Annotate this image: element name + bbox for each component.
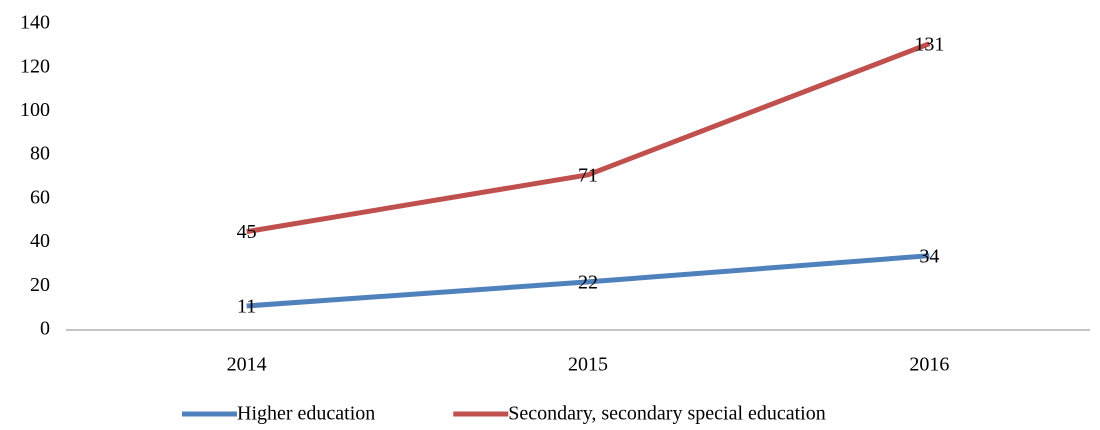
- data-label: 34: [919, 245, 939, 267]
- series-line: [246, 253, 930, 309]
- data-label: 45: [237, 221, 257, 243]
- x-tick-label: 2014: [227, 354, 267, 376]
- legend-label: Secondary, secondary special education: [508, 403, 825, 425]
- y-tick-label: 0: [40, 318, 50, 340]
- data-label: 131: [914, 33, 944, 55]
- y-tick-label: 120: [20, 55, 50, 77]
- y-tick-label: 20: [30, 274, 50, 296]
- x-tick-label: 2016: [909, 354, 949, 376]
- y-tick-label: 100: [20, 99, 50, 121]
- y-tick-label: 40: [30, 230, 50, 252]
- y-tick-label: 60: [30, 186, 50, 208]
- data-label: 11: [237, 296, 256, 318]
- data-label: 71: [578, 164, 598, 186]
- legend-label: Higher education: [237, 403, 375, 425]
- y-tick-label: 140: [20, 12, 50, 34]
- y-tick-label: 80: [30, 143, 50, 165]
- x-tick-label: 2015: [568, 354, 608, 376]
- data-label: 22: [578, 272, 598, 294]
- series-line: [246, 41, 931, 235]
